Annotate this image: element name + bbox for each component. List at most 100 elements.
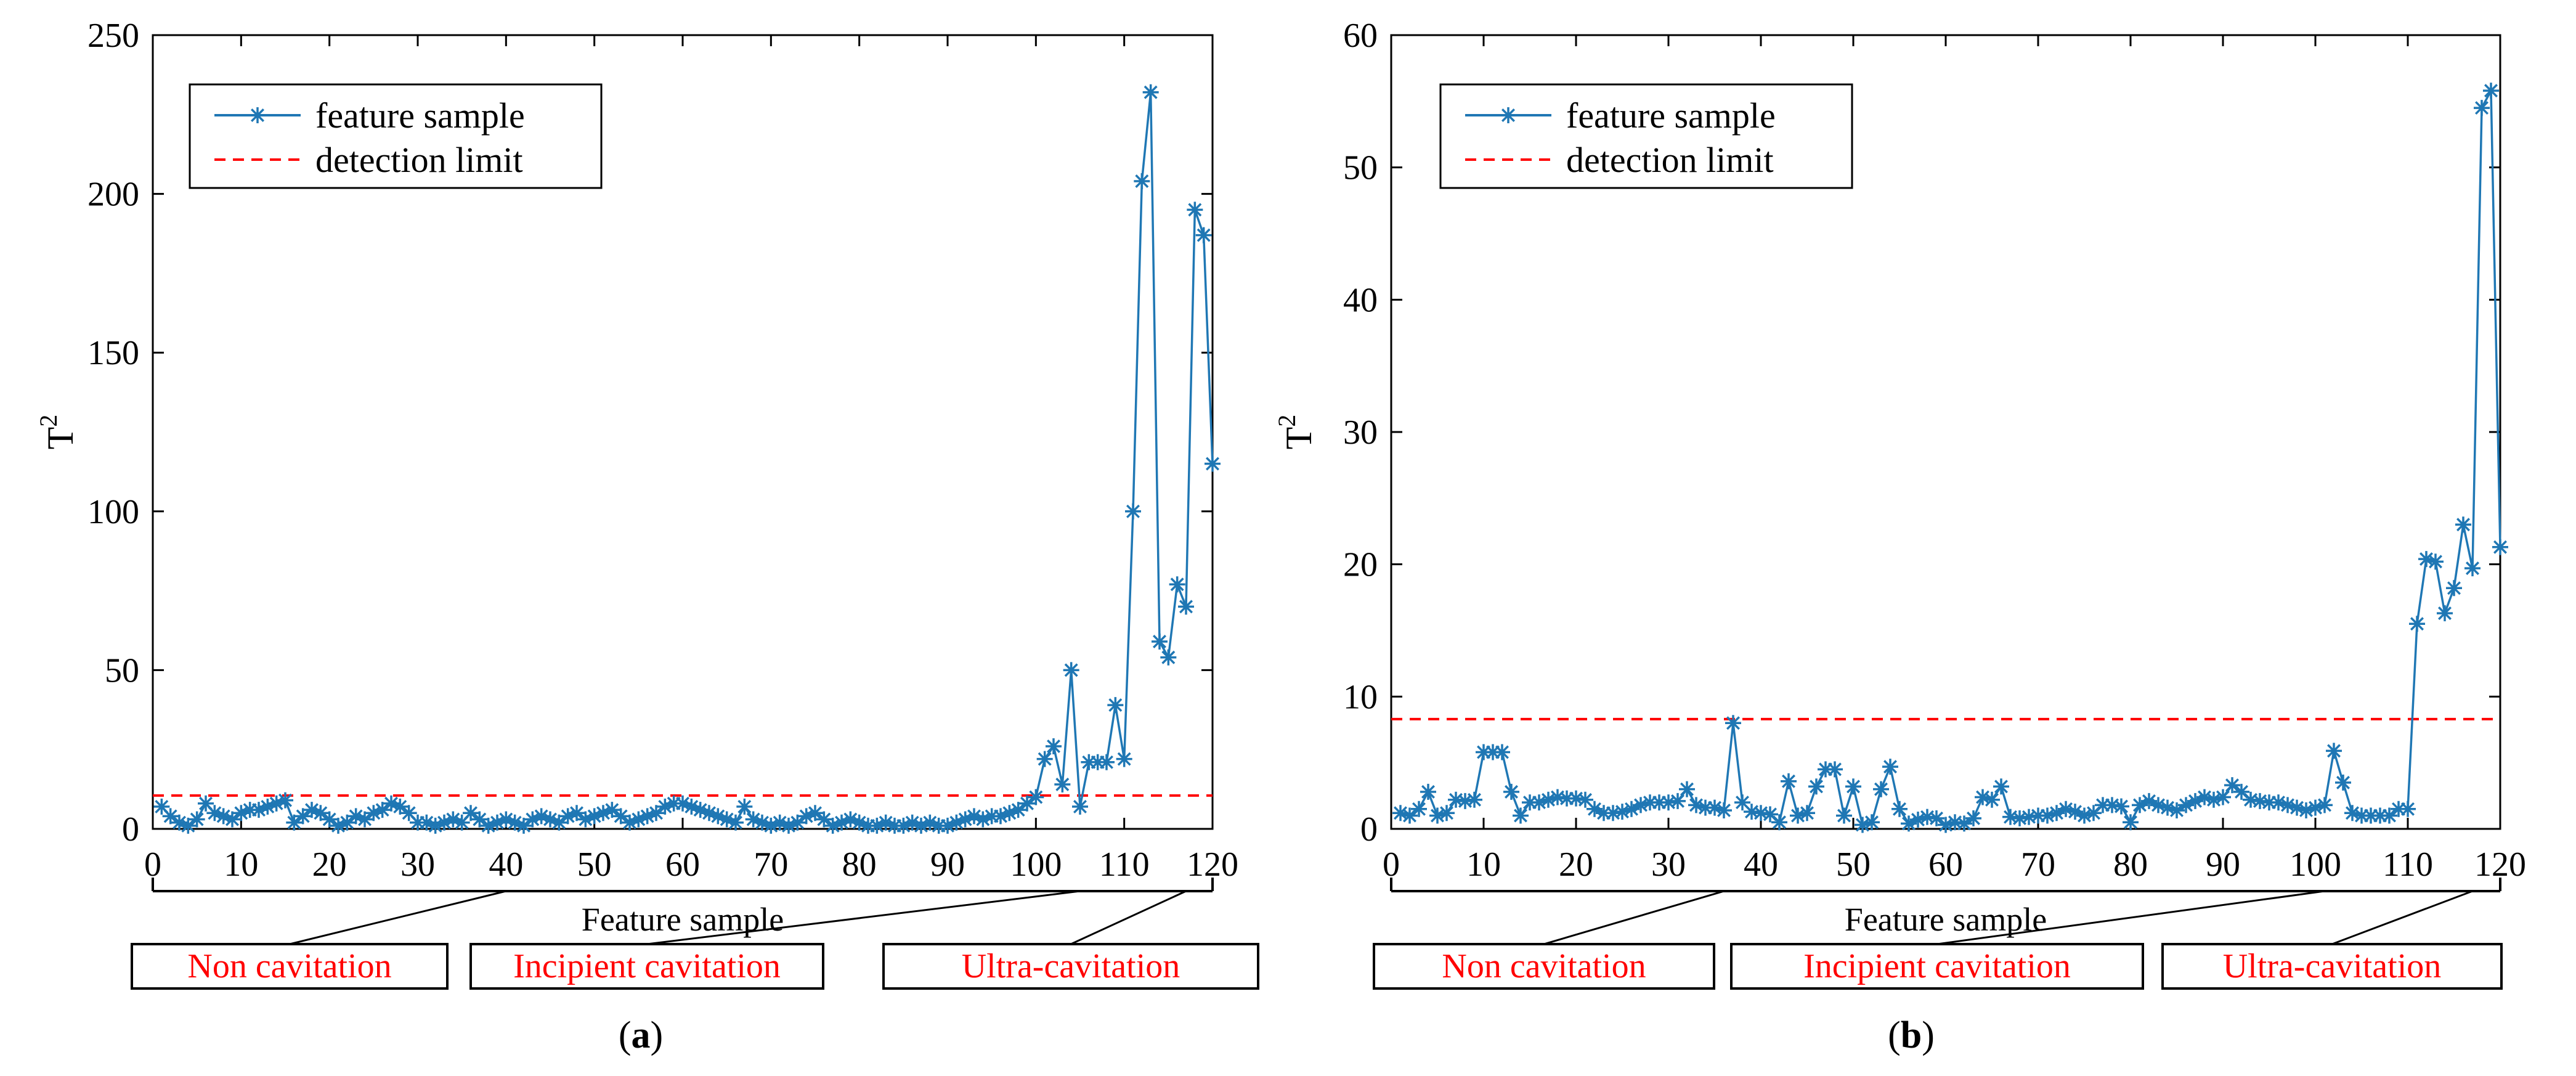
data-point-marker [2243, 791, 2259, 808]
data-point-marker [1099, 754, 1115, 770]
data-point-marker [1947, 814, 1963, 831]
data-point-marker [639, 808, 656, 825]
data-point-marker [1642, 794, 1658, 811]
data-point-marker [489, 814, 505, 831]
data-point-marker [595, 805, 611, 821]
data-point-marker [516, 817, 532, 834]
data-point-marker [2012, 810, 2028, 826]
data-point-marker [665, 795, 682, 812]
data-point-marker [2335, 774, 2351, 791]
data-point-marker [1187, 202, 1203, 218]
condition-box [469, 943, 824, 990]
legend-series-marker [250, 107, 266, 123]
data-point-marker [1125, 503, 1141, 520]
data-point-marker [1169, 576, 1185, 593]
data-point-marker [630, 811, 647, 828]
data-point-marker [569, 805, 585, 821]
data-point-marker [2474, 100, 2490, 116]
data-point-marker [657, 798, 673, 815]
x-tick-label: 80 [842, 846, 877, 884]
data-point-marker [745, 811, 762, 828]
data-point-marker [1984, 791, 2000, 808]
panel-label-open: ( [619, 1014, 632, 1056]
x-tick-label: 80 [2113, 846, 2148, 884]
y-tick-label: 30 [1343, 414, 1378, 452]
data-point-marker [622, 814, 638, 831]
data-point-marker [2215, 789, 2231, 805]
y-tick-label: 20 [1343, 546, 1378, 584]
y-tick-label: 150 [87, 334, 139, 372]
x-tick-label: 110 [2383, 846, 2433, 884]
data-point-marker [400, 805, 417, 821]
x-tick-label: 20 [312, 846, 347, 884]
data-point-marker [1195, 227, 1212, 243]
data-point-marker [1882, 759, 1898, 775]
data-point-marker [1448, 791, 1464, 808]
data-point-marker [2409, 616, 2425, 632]
data-point-marker [1707, 799, 1723, 816]
y-axis-label: T2 [35, 415, 81, 450]
x-tick-label: 100 [1010, 846, 1062, 884]
data-point-marker [471, 811, 488, 828]
x-tick-label: 40 [489, 846, 523, 884]
data-point-marker [2418, 551, 2434, 568]
data-point-marker [1550, 789, 1566, 805]
data-point-marker [957, 811, 973, 828]
x-tick-label: 10 [224, 846, 258, 884]
data-point-marker [2086, 805, 2102, 821]
legend-label-feature-sample: feature sample [1566, 96, 1776, 136]
data-point-marker [1781, 773, 1797, 789]
condition-label: Non cavitation [1442, 947, 1646, 985]
data-point-marker [2187, 793, 2203, 809]
data-point-marker [983, 808, 1000, 825]
condition-label: Incipient cavitation [1803, 947, 2071, 985]
data-point-marker [1799, 805, 1815, 821]
data-point-marker [2095, 797, 2111, 813]
data-point-marker [604, 802, 620, 818]
data-point-marker [1089, 754, 1106, 770]
data-point-marker [2298, 802, 2314, 818]
data-point-marker [1142, 84, 1159, 100]
x-axis-label: Feature sample [1845, 901, 2047, 938]
data-point-marker [860, 817, 876, 834]
data-point-marker [1439, 805, 1455, 821]
data-point-marker [913, 817, 929, 834]
data-point-marker [1660, 794, 1676, 811]
x-tick-label: 0 [1383, 846, 1400, 884]
data-point-marker [304, 802, 320, 818]
data-point-marker [189, 811, 205, 828]
data-point-marker [162, 808, 179, 825]
data-point-marker [312, 805, 329, 821]
data-point-marker [1891, 801, 1908, 817]
legend-box [189, 83, 603, 189]
condition-box [1730, 943, 2144, 990]
data-point-marker [842, 811, 859, 828]
data-point-marker [586, 808, 603, 825]
data-point-marker [1559, 790, 1575, 807]
data-point-marker [2123, 814, 2139, 831]
data-point-marker [1411, 801, 1427, 817]
y-tick-label: 0 [1360, 810, 1378, 849]
data-point-marker [1725, 715, 1741, 732]
x-tick-label: 120 [2474, 846, 2526, 884]
data-point-marker [1402, 807, 1418, 824]
y-axis-label-sup: 2 [35, 415, 62, 427]
x-tick-label: 0 [144, 846, 161, 884]
data-point-marker [763, 817, 779, 834]
data-point-marker [2178, 797, 2194, 813]
x-tick-label: 50 [1836, 846, 1871, 884]
data-point-marker [1808, 778, 1824, 795]
data-point-marker [1476, 744, 1492, 760]
condition-leader-line [1936, 890, 2325, 945]
data-point-marker [895, 817, 912, 834]
data-point-marker [577, 811, 594, 828]
x-tick-label: 20 [1559, 846, 1593, 884]
data-point-marker [551, 814, 567, 831]
panel-label-letter: a [632, 1014, 651, 1056]
data-point-marker [2252, 793, 2268, 809]
data-point-marker [754, 814, 770, 831]
y-tick-label: 50 [105, 651, 139, 690]
data-point-marker [2039, 807, 2055, 824]
data-point-marker [339, 814, 356, 831]
